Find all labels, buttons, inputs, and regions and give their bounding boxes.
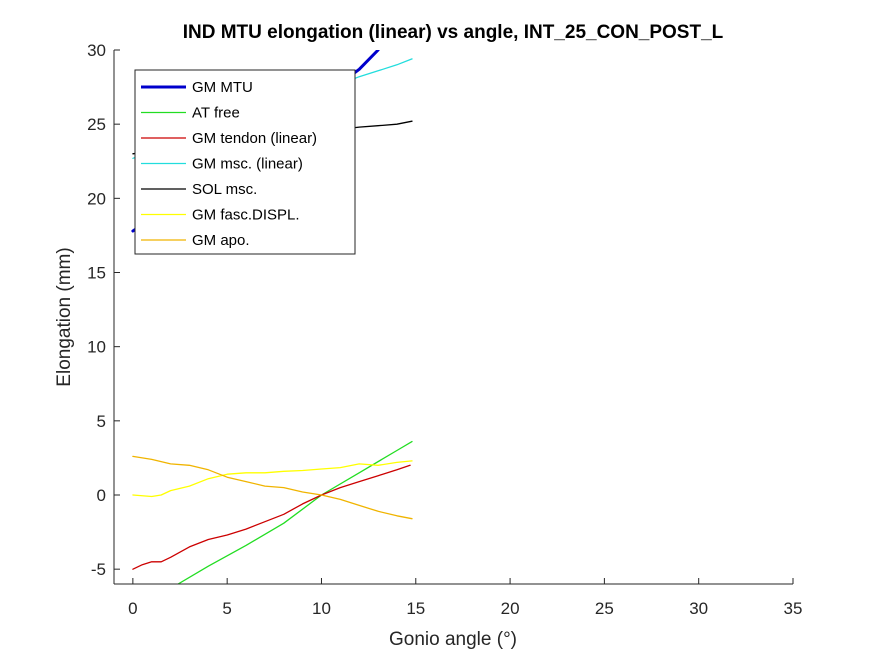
series-line-6 <box>132 455 413 520</box>
legend-label-6: GM apo. <box>192 232 250 249</box>
y-tick-label: 25 <box>87 115 106 134</box>
y-tick-label: 20 <box>87 189 106 208</box>
ticks: 0 5 10 15 20 25 30 35 -5 0 5 10 15 20 25 30 <box>87 41 802 618</box>
y-tick-label: 15 <box>87 264 106 283</box>
x-tick-label: 0 <box>128 599 137 618</box>
y-tick-label: -5 <box>91 560 106 579</box>
x-tick-label: 15 <box>406 599 425 618</box>
series-line-2 <box>132 464 411 570</box>
legend-box <box>134 69 356 255</box>
series-line-1 <box>177 440 413 584</box>
legend-label-2: GM tendon (linear) <box>192 130 317 147</box>
chart-title: IND MTU elongation (linear) vs angle, IN… <box>183 22 724 43</box>
y-axis-title: Elongation (mm) <box>54 247 75 386</box>
legend-label-4: SOL msc. <box>192 181 257 198</box>
series-line-5 <box>132 460 413 498</box>
legend-label-5: GM fasc.DISPL. <box>192 207 300 224</box>
y-tick-label: 30 <box>87 41 106 60</box>
x-tick-label: 10 <box>312 599 331 618</box>
x-axis-title: Gonio angle (°) <box>389 629 517 650</box>
y-tick-label: 10 <box>87 338 106 357</box>
x-tick-label: 25 <box>595 599 614 618</box>
x-tick-label: 30 <box>689 599 708 618</box>
x-tick-label: 35 <box>784 599 803 618</box>
legend: GM MTU AT free GM tendon (linear) GM msc. (… <box>134 69 356 255</box>
x-tick-label: 5 <box>222 599 231 618</box>
x-tick-label: 20 <box>501 599 520 618</box>
y-tick-label: 5 <box>97 412 106 431</box>
y-tick-label: 0 <box>97 486 106 505</box>
legend-label-3: GM msc. (linear) <box>192 156 303 173</box>
legend-label-1: AT free <box>192 105 240 122</box>
legend-label-0: GM MTU <box>192 79 253 96</box>
